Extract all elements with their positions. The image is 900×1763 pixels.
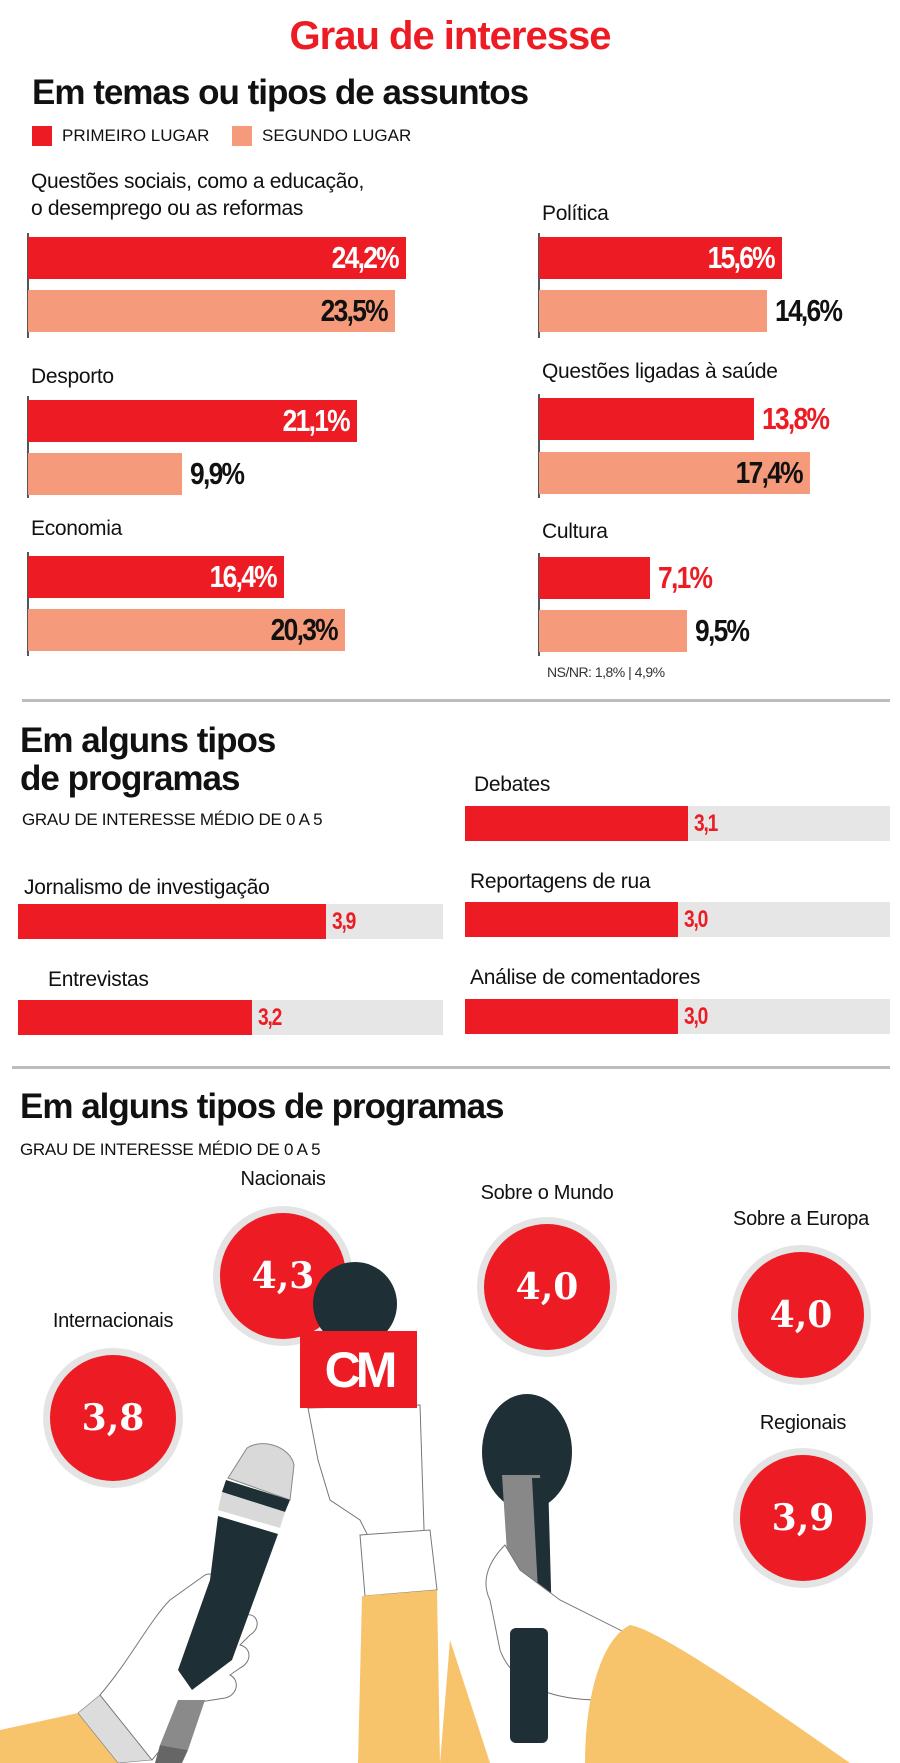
bubble-label: Sobre o Mundo: [480, 1182, 614, 1204]
bar-primeiro-lugar: [28, 237, 406, 279]
section2-subtitle: GRAU DE INTERESSE MÉDIO DE 0 A 5: [22, 810, 323, 829]
legend-swatch-second: [232, 126, 252, 146]
bar-value-label: 17,4%: [735, 455, 804, 490]
topic-label: Economia: [31, 517, 122, 540]
bubble-label: Internacionais: [52, 1310, 174, 1332]
program-label: Debates: [474, 773, 551, 796]
cm-logo-flag: [300, 1331, 417, 1408]
bubble-label: Sobre a Europa: [733, 1208, 869, 1230]
program-label: Entrevistas: [48, 968, 149, 991]
handheld-mic-left: [155, 1443, 295, 1763]
bar-value-label: 13,8%: [762, 401, 830, 436]
bar-segundo-lugar: [28, 453, 182, 495]
bar-segundo-lugar: [539, 452, 810, 494]
program-bar-value: 3,9: [332, 908, 356, 935]
topic-label: Cultura: [542, 520, 608, 543]
bar-axis-line: [538, 233, 540, 338]
bar-primeiro-lugar: [28, 400, 357, 442]
topic-label: Questões sociais, como a educação,: [31, 170, 364, 193]
bubble-value: 4,0: [769, 1294, 833, 1336]
bar-axis-line: [27, 552, 29, 656]
cm-logo-text: CM: [324, 1341, 398, 1398]
section-divider-2: [12, 1066, 890, 1069]
program-label: Jornalismo de investigação: [24, 876, 270, 899]
bar-axis-line: [27, 233, 29, 338]
bar-segundo-lugar: [539, 290, 767, 332]
topic-label: Questões ligadas à saúde: [542, 360, 778, 383]
bubble-label: Regionais: [759, 1412, 847, 1434]
bar-segundo-lugar: [28, 290, 395, 332]
legend-label-first: PRIMEIRO LUGAR: [62, 126, 210, 145]
cm-mic: [300, 1262, 440, 1763]
program-bar-fill: [18, 904, 326, 939]
legend-label-second: SEGUNDO LUGAR: [262, 126, 412, 145]
bar-primeiro-lugar: [28, 556, 284, 598]
section-divider-1: [22, 699, 890, 702]
program-bar-value: 3,0: [684, 906, 708, 933]
section2-heading-line1: Em alguns tipos: [20, 721, 276, 760]
section3-subtitle: GRAU DE INTERESSE MÉDIO DE 0 A 5: [20, 1140, 321, 1159]
bar-value-label: 20,3%: [270, 612, 339, 647]
ns-nr-note: NS/NR: 1,8% | 4,9%: [547, 664, 665, 680]
topic-label: Desporto: [31, 365, 114, 388]
section2-heading-line2: de programas: [20, 759, 240, 798]
program-bar-fill: [465, 806, 688, 841]
bar-segundo-lugar: [539, 610, 687, 652]
left-arm: [0, 1573, 258, 1763]
program-bar-fill: [18, 1000, 252, 1035]
bar-value-label: 21,1%: [282, 403, 351, 438]
microphones-illustration: [0, 1262, 850, 1763]
bar-value-label: 23,5%: [320, 293, 389, 328]
bar-segundo-lugar: [28, 609, 345, 651]
section1-heading: Em temas ou tipos de assuntos: [32, 73, 529, 112]
bubble-circle: 4,0: [738, 1252, 864, 1378]
infographic-title: Grau de interesse: [289, 14, 612, 58]
bubble-value: 3,9: [771, 1497, 835, 1539]
bar-primeiro-lugar: [539, 398, 754, 440]
bubble-value: 4,0: [515, 1266, 579, 1308]
bubble-value: 3,8: [81, 1397, 145, 1439]
legend-swatch-first: [32, 126, 52, 146]
program-bar-fill: [465, 902, 678, 937]
bar-value-label: 24,2%: [331, 240, 400, 275]
bubble-circle: 3,8: [50, 1355, 176, 1481]
program-label: Análise de comentadores: [470, 966, 701, 989]
bar-value-label: 7,1%: [658, 560, 713, 595]
program-bar-fill: [465, 999, 678, 1034]
bubble-circle: 3,9: [740, 1455, 866, 1581]
bar-value-label: 15,6%: [707, 240, 776, 275]
program-bar-value: 3,1: [694, 810, 718, 837]
bar-axis-line: [27, 396, 29, 498]
topic-label: Política: [542, 202, 609, 225]
bar-value-label: 14,6%: [775, 293, 843, 328]
program-bar-value: 3,0: [684, 1003, 708, 1030]
program-bar-value: 3,2: [258, 1004, 282, 1031]
program-label: Reportagens de rua: [470, 870, 651, 893]
section3-heading: Em alguns tipos de programas: [20, 1087, 504, 1126]
bar-primeiro-lugar: [539, 237, 782, 279]
bar-value-label: 16,4%: [209, 559, 278, 594]
bar-value-label: 9,9%: [190, 456, 245, 491]
bubble-value: 4,3: [251, 1255, 315, 1297]
bar-axis-line: [538, 553, 540, 656]
bubble-circle: 4,0: [484, 1224, 610, 1350]
bubble-label: Nacionais: [240, 1168, 326, 1190]
topic-label: o desemprego ou as reformas: [31, 197, 304, 220]
bar-value-label: 9,5%: [695, 613, 750, 648]
bar-primeiro-lugar: [539, 557, 650, 599]
handheld-mic-right: [440, 1394, 850, 1763]
bar-axis-line: [538, 394, 540, 498]
